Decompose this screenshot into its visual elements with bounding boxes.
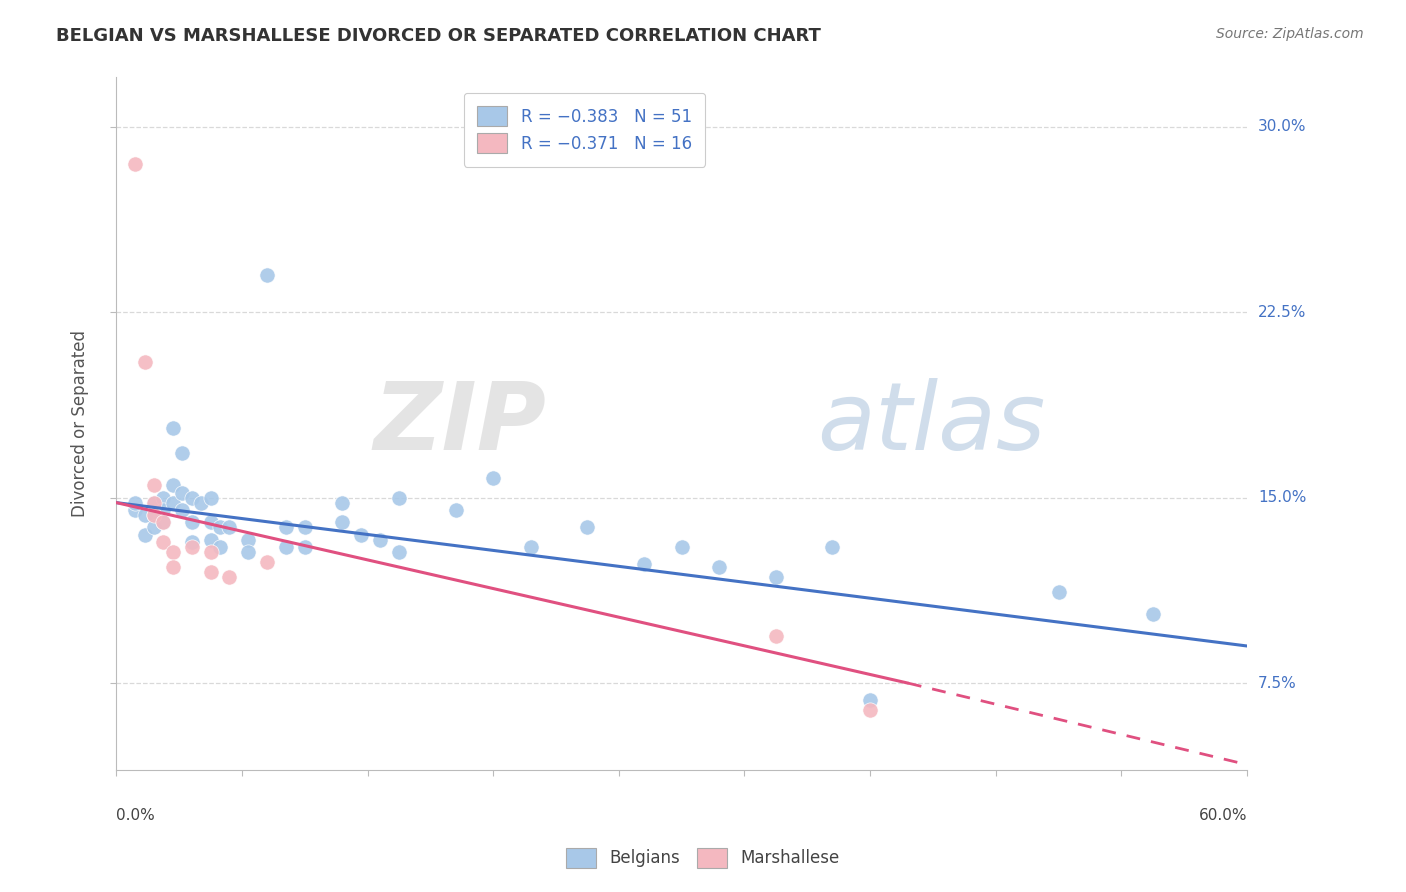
Text: ZIP: ZIP bbox=[373, 377, 546, 469]
Point bbox=[332, 495, 354, 509]
Text: 7.5%: 7.5% bbox=[1258, 675, 1296, 690]
Point bbox=[218, 520, 240, 534]
Point bbox=[482, 471, 505, 485]
Point bbox=[162, 421, 184, 435]
Point bbox=[821, 540, 844, 554]
Text: 30.0%: 30.0% bbox=[1258, 120, 1306, 135]
Point bbox=[709, 560, 731, 574]
Point bbox=[143, 520, 166, 534]
Point bbox=[520, 540, 543, 554]
Point bbox=[200, 491, 222, 505]
Point bbox=[143, 478, 166, 492]
Text: 15.0%: 15.0% bbox=[1258, 491, 1306, 505]
Point bbox=[238, 533, 260, 547]
Point bbox=[134, 508, 156, 522]
Point bbox=[172, 446, 194, 460]
Text: Source: ZipAtlas.com: Source: ZipAtlas.com bbox=[1216, 27, 1364, 41]
Point bbox=[200, 565, 222, 579]
Point bbox=[1142, 607, 1164, 621]
Point bbox=[200, 516, 222, 530]
Point bbox=[633, 558, 655, 572]
Point bbox=[218, 570, 240, 584]
Text: BELGIAN VS MARSHALLESE DIVORCED OR SEPARATED CORRELATION CHART: BELGIAN VS MARSHALLESE DIVORCED OR SEPAR… bbox=[56, 27, 821, 45]
Point bbox=[152, 503, 174, 517]
Point bbox=[152, 535, 174, 549]
Point bbox=[134, 528, 156, 542]
Point bbox=[238, 545, 260, 559]
Point bbox=[200, 545, 222, 559]
Point bbox=[274, 520, 297, 534]
Point bbox=[274, 540, 297, 554]
Point bbox=[143, 495, 166, 509]
Point bbox=[765, 629, 787, 643]
Point bbox=[152, 516, 174, 530]
Point bbox=[180, 535, 202, 549]
Point bbox=[350, 528, 373, 542]
Point bbox=[444, 503, 467, 517]
Y-axis label: Divorced or Separated: Divorced or Separated bbox=[72, 330, 89, 517]
Text: 0.0%: 0.0% bbox=[117, 808, 155, 823]
Point bbox=[368, 533, 391, 547]
Point bbox=[256, 555, 278, 569]
Point bbox=[208, 540, 231, 554]
Point bbox=[859, 693, 882, 707]
Point bbox=[180, 491, 202, 505]
Point bbox=[134, 355, 156, 369]
Point bbox=[256, 268, 278, 283]
Point bbox=[294, 520, 316, 534]
Point bbox=[576, 520, 599, 534]
Point bbox=[124, 503, 146, 517]
Point bbox=[859, 703, 882, 717]
Point bbox=[143, 508, 166, 522]
Text: 60.0%: 60.0% bbox=[1198, 808, 1247, 823]
Point bbox=[143, 495, 166, 509]
Text: atlas: atlas bbox=[817, 378, 1046, 469]
Point bbox=[152, 516, 174, 530]
Point bbox=[294, 540, 316, 554]
Point bbox=[124, 495, 146, 509]
Point bbox=[671, 540, 693, 554]
Point bbox=[124, 157, 146, 171]
Point bbox=[152, 491, 174, 505]
Text: 22.5%: 22.5% bbox=[1258, 305, 1306, 319]
Point bbox=[143, 508, 166, 522]
Point bbox=[190, 495, 212, 509]
Point bbox=[172, 503, 194, 517]
Point bbox=[162, 478, 184, 492]
Point bbox=[162, 545, 184, 559]
Point bbox=[180, 516, 202, 530]
Point bbox=[162, 495, 184, 509]
Legend: Belgians, Marshallese: Belgians, Marshallese bbox=[560, 841, 846, 875]
Point bbox=[200, 533, 222, 547]
Point bbox=[332, 516, 354, 530]
Point bbox=[208, 520, 231, 534]
Point bbox=[388, 491, 411, 505]
Legend: R = −0.383   N = 51, R = −0.371   N = 16: R = −0.383 N = 51, R = −0.371 N = 16 bbox=[464, 93, 704, 167]
Point bbox=[388, 545, 411, 559]
Point bbox=[162, 560, 184, 574]
Point bbox=[172, 485, 194, 500]
Point bbox=[180, 540, 202, 554]
Point bbox=[765, 570, 787, 584]
Point bbox=[1047, 584, 1070, 599]
